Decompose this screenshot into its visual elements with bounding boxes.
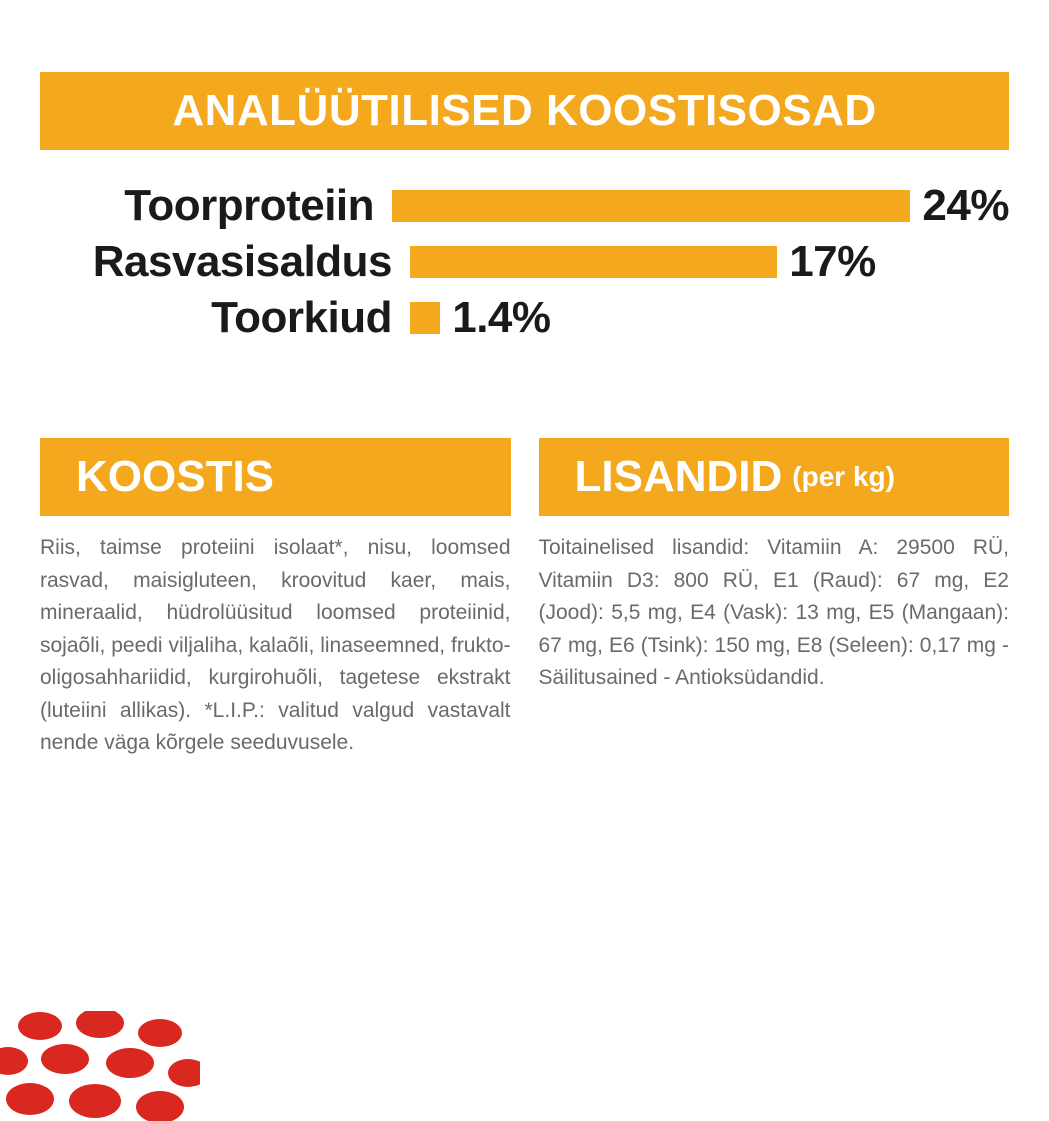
composition-column: KOOSTIS Riis, taimse proteiini isolaat*,… (40, 438, 511, 760)
chart-bar-area: 17% (410, 237, 1009, 287)
chart-row-label: Rasvasisaldus (40, 237, 410, 287)
chart-bar (410, 246, 777, 278)
additives-body: Toitainelised lisandid: Vitamiin A: 2950… (539, 532, 1010, 695)
additives-title: LISANDID (575, 452, 783, 502)
chart-bar (410, 302, 440, 334)
chart-bar-area: 1.4% (410, 293, 1009, 343)
chart-row: Rasvasisaldus 17% (40, 234, 1009, 290)
additives-header: LISANDID (per kg) (539, 438, 1010, 516)
additives-subtitle: (per kg) (792, 461, 895, 493)
chart-row: Toorproteiin 24% (40, 178, 1009, 234)
chart-value: 24% (922, 181, 1009, 231)
analytical-title: ANALÜÜTILISED KOOSTISOSAD (172, 86, 876, 136)
analytical-chart: Toorproteiin 24% Rasvasisaldus 17% Toorkiud 1… (40, 178, 1009, 346)
chart-bar-area: 24% (392, 181, 1009, 231)
additives-column: LISANDID (per kg) Toitainelised lisandid… (539, 438, 1010, 760)
chart-value: 1.4% (452, 293, 550, 343)
chart-bar (392, 190, 910, 222)
chart-row: Toorkiud 1.4% (40, 290, 1009, 346)
composition-header: KOOSTIS (40, 438, 511, 516)
crown-logo-icon (0, 1011, 200, 1121)
chart-row-label: Toorproteiin (40, 181, 392, 231)
chart-value: 17% (789, 237, 876, 287)
composition-title: KOOSTIS (76, 452, 274, 502)
analytical-header: ANALÜÜTILISED KOOSTISOSAD (40, 72, 1009, 150)
chart-row-label: Toorkiud (40, 293, 410, 343)
composition-body: Riis, taimse proteiini isolaat*, nisu, l… (40, 532, 511, 760)
